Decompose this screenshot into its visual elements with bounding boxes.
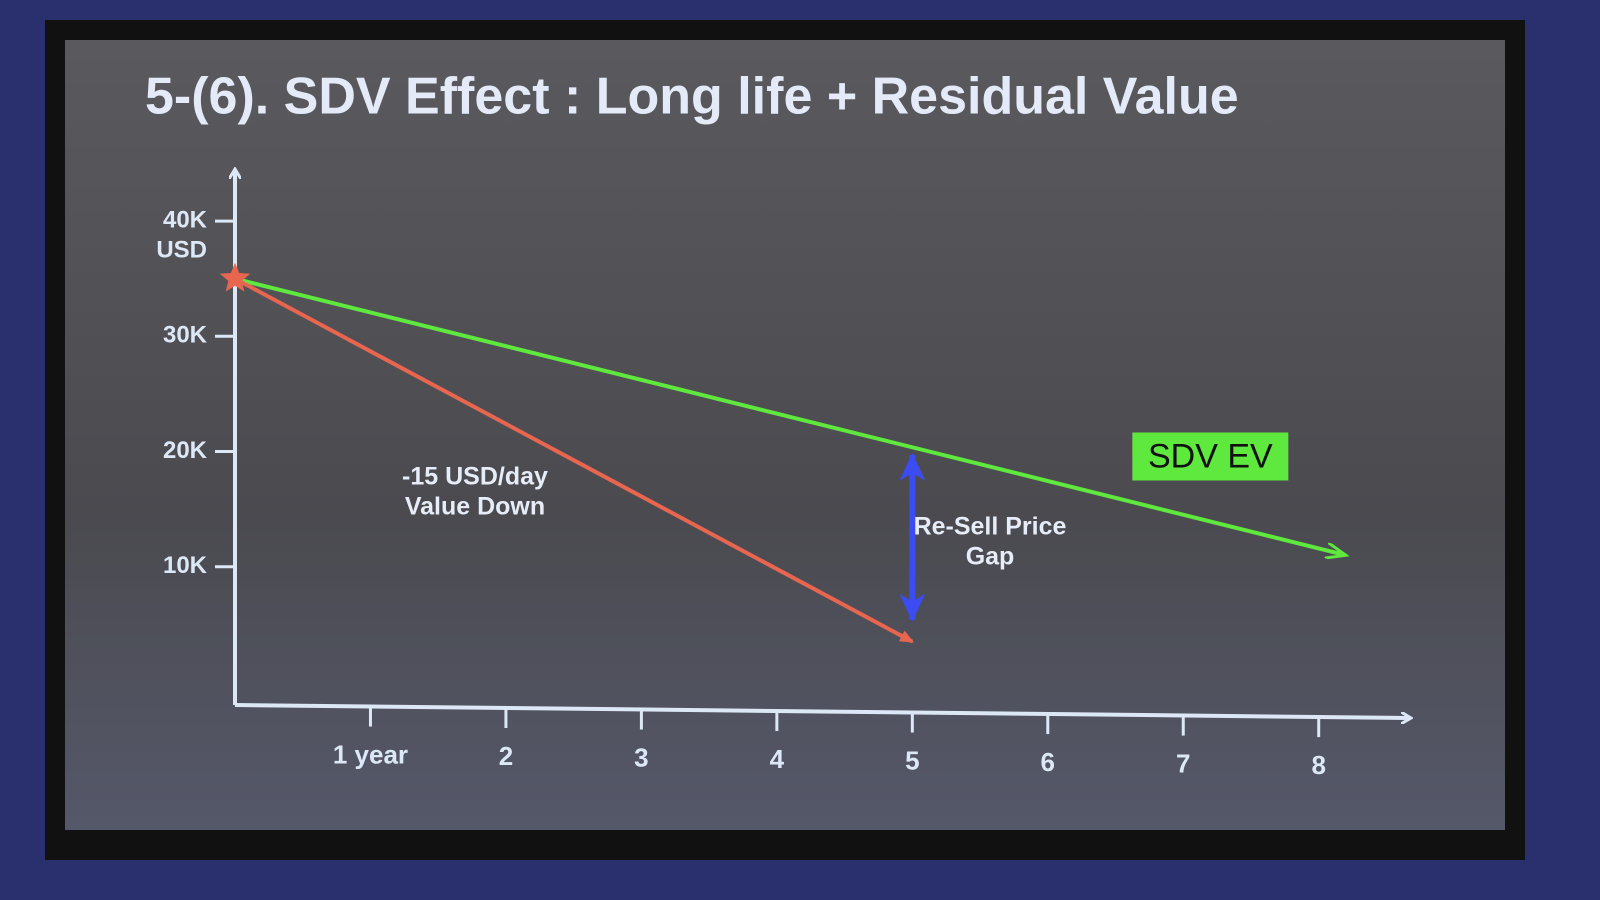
x-tick-label: 7 bbox=[1176, 748, 1190, 778]
x-tick-label: 8 bbox=[1311, 750, 1325, 780]
x-tick-label: 6 bbox=[1041, 747, 1055, 777]
y-tick-label: 10K bbox=[163, 552, 208, 579]
legend-label: SDV EV bbox=[1148, 437, 1273, 475]
y-tick-label: 30K bbox=[163, 322, 208, 349]
x-tick-label: 2 bbox=[499, 741, 513, 771]
annotation: -15 USD/day bbox=[402, 463, 548, 491]
annotation: Value Down bbox=[405, 493, 545, 521]
x-tick-label: 5 bbox=[905, 745, 919, 775]
legend-box bbox=[1132, 432, 1289, 481]
annotation: Gap bbox=[966, 543, 1015, 571]
annotation: Re-Sell Price bbox=[914, 513, 1067, 541]
start-star bbox=[219, 262, 251, 292]
x-tick-label: 1 year bbox=[333, 739, 408, 769]
x-tick-label: 4 bbox=[770, 744, 785, 774]
x-axis bbox=[234, 703, 1410, 718]
y-tick-label: 20K bbox=[163, 437, 208, 464]
y-axis-label: USD bbox=[156, 236, 207, 263]
series-line bbox=[234, 276, 1346, 556]
series-line bbox=[234, 276, 915, 644]
x-tick-label: 3 bbox=[634, 742, 648, 772]
chart-title: 5-(6). SDV Effect : Long life + Residual… bbox=[145, 68, 1239, 126]
y-tick-label: 40K bbox=[163, 206, 208, 233]
